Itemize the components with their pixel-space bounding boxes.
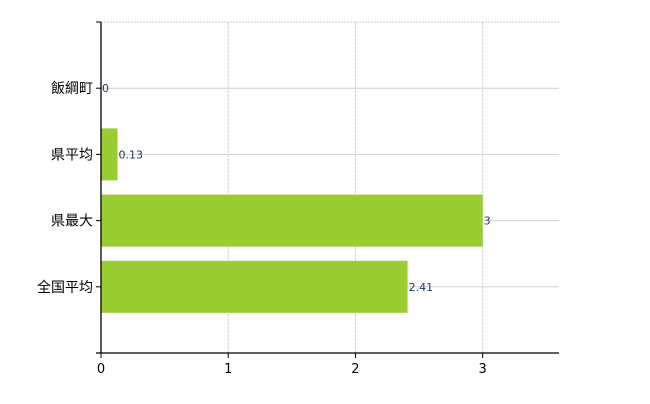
category-label: 飯綱町 (51, 80, 93, 97)
x-tick-label: 2 (351, 362, 359, 377)
data-label: 0 (102, 82, 109, 95)
data-label: 2.41 (409, 281, 434, 294)
x-tick-label: 3 (479, 362, 487, 377)
x-tick-label: 0 (97, 362, 105, 377)
category-label: 全国平均 (37, 279, 93, 296)
data-label: 3 (484, 215, 491, 228)
bar (101, 194, 483, 247)
data-label: 0.13 (119, 148, 143, 161)
category-label: 県最大 (51, 214, 93, 230)
category-label: 県平均 (51, 147, 93, 163)
bar (101, 128, 118, 181)
bar (101, 260, 408, 313)
x-tick-label: 1 (224, 362, 232, 377)
